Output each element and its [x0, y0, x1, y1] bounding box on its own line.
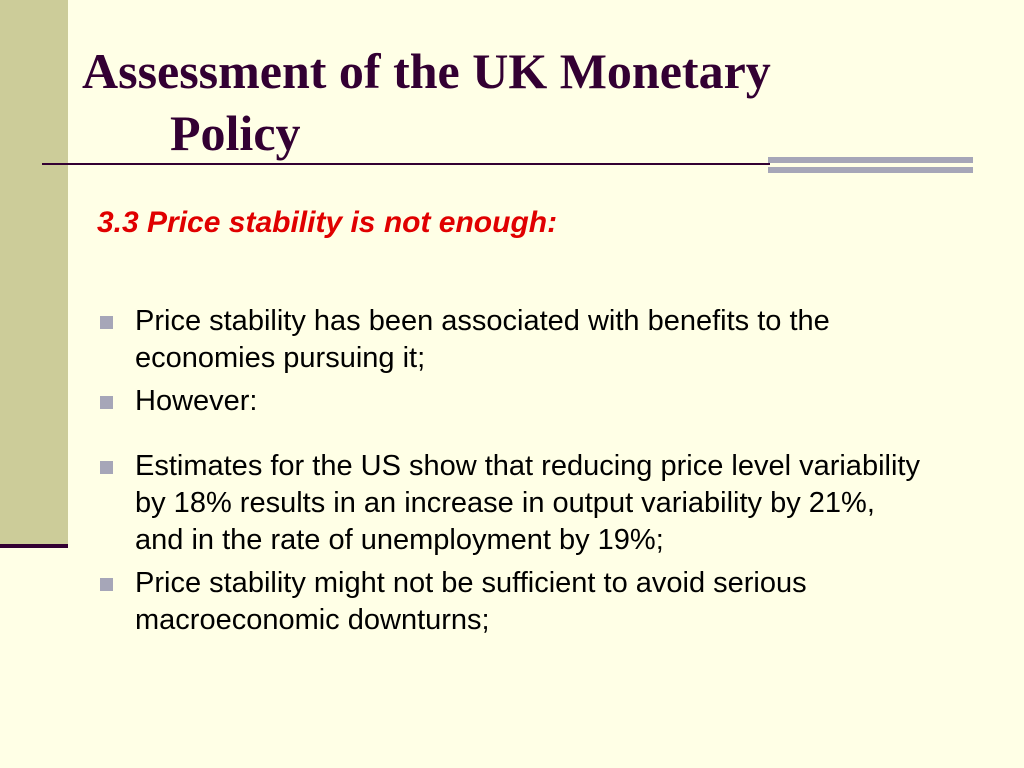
square-bullet-icon: [100, 396, 113, 409]
bullet-item: Estimates for the US show that reducing …: [98, 448, 928, 559]
title-accent-bars: [768, 157, 973, 177]
bullet-text: However:: [135, 385, 258, 417]
bullet-text: Price stability has been associated with…: [135, 305, 830, 374]
square-bullet-icon: [100, 578, 113, 591]
bullet-text: Estimates for the US show that reducing …: [135, 450, 920, 556]
title-divider-line: [42, 163, 770, 165]
slide-title-line-1: Assessment of the UK Monetary: [82, 43, 771, 99]
left-band-underline: [0, 544, 68, 548]
slide-title: Assessment of the UK Monetary Policy: [82, 40, 942, 164]
bullet-item: Price stability might not be sufficient …: [98, 565, 928, 639]
bullet-item: However:: [98, 383, 928, 420]
left-decorative-band: [0, 0, 68, 544]
slide-title-line-2: Policy: [170, 105, 301, 161]
square-bullet-icon: [100, 461, 113, 474]
bullet-list: Price stability has been associated with…: [98, 303, 928, 645]
accent-bar: [768, 167, 973, 173]
square-bullet-icon: [100, 316, 113, 329]
accent-bar: [768, 157, 973, 163]
section-subtitle: 3.3 Price stability is not enough:: [97, 206, 558, 239]
bullet-text: Price stability might not be sufficient …: [135, 567, 807, 636]
bullet-item: Price stability has been associated with…: [98, 303, 928, 377]
